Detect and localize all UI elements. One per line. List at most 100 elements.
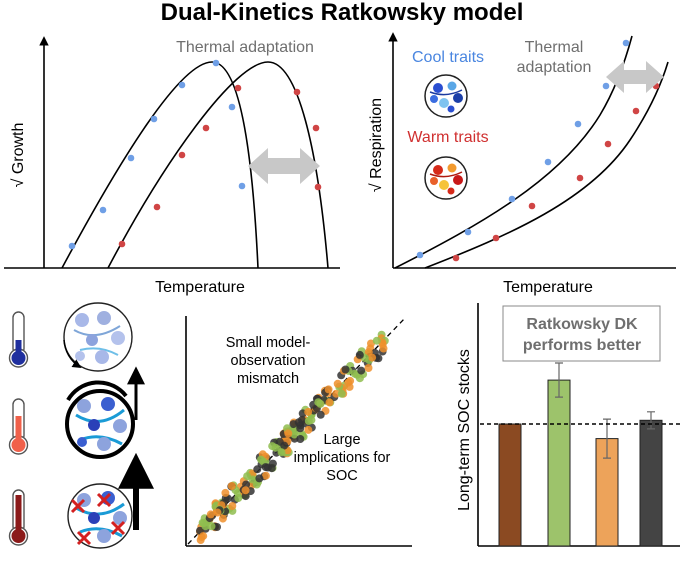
scatter-point	[261, 463, 270, 472]
error-bar	[603, 418, 611, 459]
growth-warm-point	[312, 124, 320, 132]
growth-cool-point	[150, 115, 158, 123]
bar	[639, 419, 663, 547]
scatter-point	[364, 364, 373, 372]
scatter-point	[206, 510, 215, 519]
growth-warm-point	[293, 88, 301, 96]
scatter-point	[379, 344, 388, 353]
bar	[498, 423, 522, 547]
scatter-points	[196, 330, 389, 544]
growth-warm-point	[314, 183, 322, 191]
growth-warm-point	[202, 124, 210, 132]
scatter-point	[277, 448, 286, 457]
error-bar	[647, 411, 655, 430]
growth-cool-point	[127, 154, 135, 162]
respiration-warm-point	[528, 202, 536, 210]
growth-warm-points	[118, 84, 322, 248]
scatter-point	[207, 522, 216, 531]
error-bar	[555, 362, 563, 398]
scatter-point	[280, 441, 289, 450]
scatter-point	[304, 425, 313, 434]
community-warm-icon	[65, 380, 135, 459]
growth-cool-curve	[61, 61, 259, 269]
scatter-point	[355, 374, 364, 383]
scatter-point	[268, 442, 277, 451]
scatter-point	[201, 522, 210, 531]
scatter-point	[324, 385, 333, 394]
respiration-cool-point	[544, 158, 552, 166]
growth-warm-point	[118, 240, 126, 248]
respiration-warm-point	[492, 234, 500, 242]
warm-community-icon	[424, 156, 468, 200]
scatter-panel: Small model- observation mismatch Large …	[185, 316, 412, 547]
respiration-warm-points	[452, 82, 660, 262]
respiration-x-label: Temperature	[503, 279, 593, 296]
warm-traits-label: Warm traits	[407, 129, 488, 146]
scatter-point	[268, 459, 277, 468]
scatter-point	[332, 389, 341, 398]
scatter-point	[333, 379, 342, 388]
bar-panel: Long-term SOC stocks Ratkowsky DK perfor…	[456, 303, 680, 547]
respiration-cool-points	[416, 39, 630, 259]
respiration-cool-point	[622, 39, 630, 47]
scatter-note1-line3: mismatch	[237, 371, 299, 387]
warming-scenarios	[8, 302, 154, 549]
cool-community-icon	[424, 74, 468, 118]
growth-annotation: Thermal adaptation	[176, 39, 314, 56]
respiration-shift-arrow	[606, 61, 664, 93]
scatter-point	[344, 378, 353, 387]
scatter-point	[242, 480, 251, 489]
scatter-point	[304, 407, 313, 416]
respiration-cool-point	[574, 120, 582, 128]
growth-cool-point	[212, 59, 220, 67]
respiration-cool-curve	[394, 35, 633, 269]
growth-cool-point	[228, 103, 236, 111]
scatter-point	[337, 389, 346, 398]
scatter-point	[325, 398, 334, 407]
community-cold-icon	[63, 302, 133, 372]
scatter-point	[241, 486, 250, 495]
thermometer-hot-icon	[8, 489, 29, 546]
scatter-point	[316, 399, 325, 408]
scatter-note2-line1: Large	[323, 432, 360, 448]
growth-panel: √ Growth Temperature Thermal adaptation	[4, 36, 340, 296]
scatter-point	[221, 488, 230, 497]
respiration-warm-point	[632, 107, 640, 115]
growth-warm-point	[178, 151, 186, 159]
scatter-note2-line2: implications for	[294, 450, 391, 466]
figure-title: Dual-Kinetics Ratkowsky model	[161, 0, 524, 26]
respiration-cool-point	[464, 228, 472, 236]
growth-cool-point	[178, 81, 186, 89]
respiration-warm-curve	[424, 61, 669, 269]
scatter-point	[284, 429, 293, 438]
scatter-point	[294, 418, 303, 427]
scatter-point	[304, 416, 313, 425]
growth-cool-point	[238, 182, 246, 190]
scatter-point	[261, 471, 270, 480]
growth-x-label: Temperature	[155, 279, 245, 296]
scatter-point	[253, 465, 262, 474]
scatter-point	[316, 410, 325, 419]
scatter-point	[341, 365, 350, 374]
scatter-note1-line1: Small model-	[226, 335, 311, 351]
growth-cool-point	[68, 242, 76, 250]
scatter-note1-line2: observation	[231, 353, 306, 369]
bar-legend-box	[502, 305, 661, 362]
bars	[498, 362, 663, 547]
scatter-point	[213, 508, 222, 517]
scatter-point	[196, 536, 205, 544]
scatter-point	[227, 482, 236, 490]
community-hot-icon	[67, 483, 133, 549]
bar-legend-line1: Ratkowsky DK	[526, 316, 638, 333]
growth-shift-arrow	[248, 148, 320, 184]
respiration-annotation-line2: adaptation	[517, 59, 592, 76]
scatter-point	[252, 480, 261, 489]
scatter-point	[355, 350, 364, 359]
cool-traits-label: Cool traits	[412, 49, 484, 66]
scatter-point	[255, 474, 264, 483]
scatter-point	[241, 492, 250, 501]
growth-warm-point	[234, 84, 242, 92]
thermometer-warm-icon	[8, 398, 29, 455]
respiration-warm-point	[452, 254, 460, 262]
respiration-warm-point	[576, 174, 584, 182]
